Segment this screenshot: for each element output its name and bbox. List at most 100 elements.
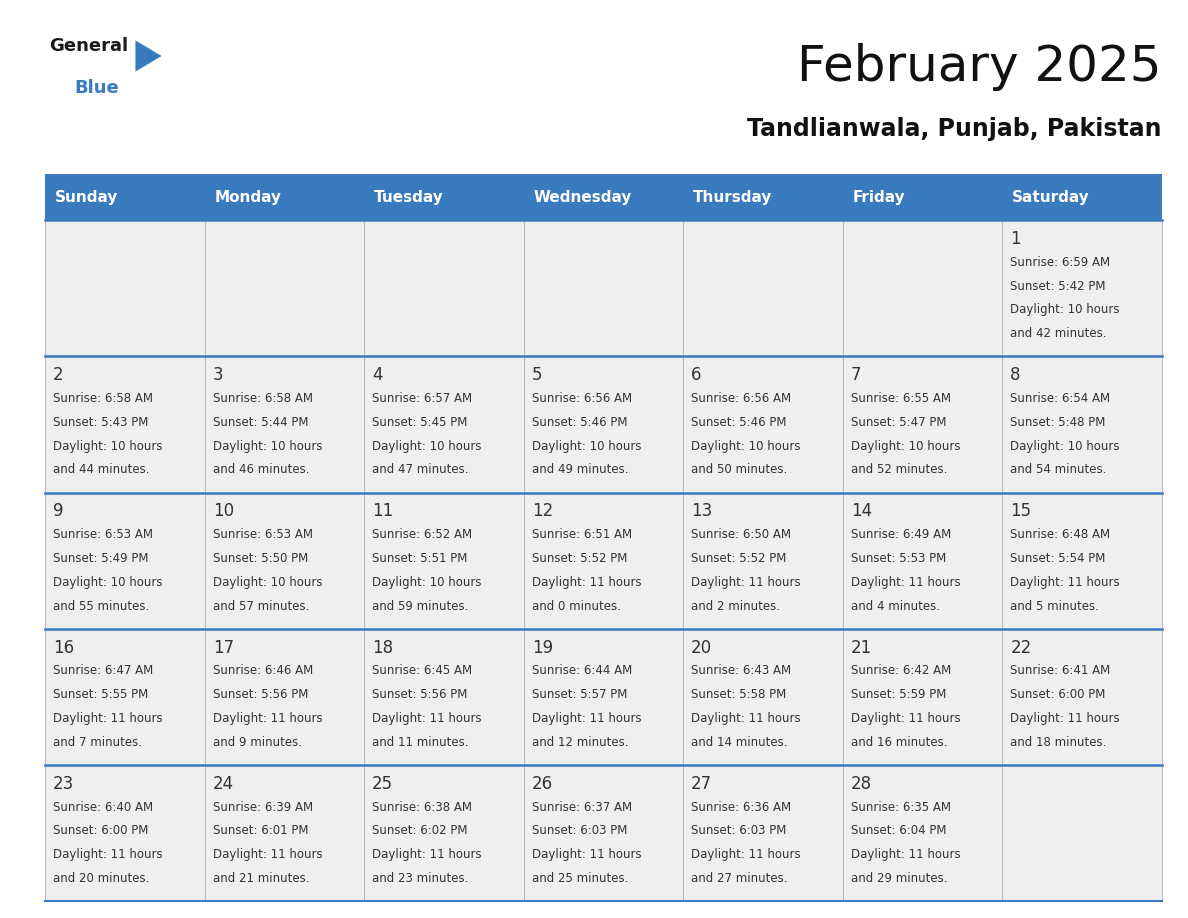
Bar: [683, 493, 842, 629]
Text: Sunset: 5:44 PM: Sunset: 5:44 PM: [213, 416, 308, 429]
Text: Sunrise: 6:55 AM: Sunrise: 6:55 AM: [851, 392, 950, 405]
Text: General: General: [49, 37, 128, 55]
Text: 23: 23: [53, 775, 75, 793]
Text: and 59 minutes.: and 59 minutes.: [372, 599, 468, 612]
Bar: [524, 174, 683, 220]
Bar: [365, 629, 524, 766]
Bar: [365, 174, 524, 220]
Text: 25: 25: [372, 775, 393, 793]
Bar: [524, 629, 683, 766]
Text: Tandlianwala, Punjab, Pakistan: Tandlianwala, Punjab, Pakistan: [747, 117, 1162, 140]
Text: Sunset: 6:00 PM: Sunset: 6:00 PM: [53, 824, 148, 837]
Text: 15: 15: [1010, 502, 1031, 521]
Text: 17: 17: [213, 639, 234, 656]
Bar: [365, 220, 524, 356]
Text: Sunrise: 6:58 AM: Sunrise: 6:58 AM: [213, 392, 312, 405]
Text: 3: 3: [213, 366, 223, 384]
Text: Daylight: 11 hours: Daylight: 11 hours: [1010, 576, 1120, 588]
Text: Daylight: 11 hours: Daylight: 11 hours: [691, 712, 801, 725]
Text: Sunset: 5:58 PM: Sunset: 5:58 PM: [691, 688, 786, 701]
Text: and 14 minutes.: and 14 minutes.: [691, 736, 788, 749]
Text: Sunset: 5:43 PM: Sunset: 5:43 PM: [53, 416, 148, 429]
Text: Sunset: 6:03 PM: Sunset: 6:03 PM: [691, 824, 786, 837]
Bar: [204, 493, 365, 629]
Text: Daylight: 11 hours: Daylight: 11 hours: [372, 712, 482, 725]
Text: Daylight: 11 hours: Daylight: 11 hours: [53, 712, 163, 725]
Bar: [45, 356, 204, 493]
Text: and 27 minutes.: and 27 minutes.: [691, 872, 788, 885]
Text: Sunset: 5:45 PM: Sunset: 5:45 PM: [372, 416, 468, 429]
Text: Sunset: 6:00 PM: Sunset: 6:00 PM: [1010, 688, 1106, 701]
Text: 2: 2: [53, 366, 64, 384]
Text: Sunrise: 6:56 AM: Sunrise: 6:56 AM: [691, 392, 791, 405]
Text: Daylight: 11 hours: Daylight: 11 hours: [532, 576, 642, 588]
Text: and 20 minutes.: and 20 minutes.: [53, 872, 150, 885]
Text: Daylight: 11 hours: Daylight: 11 hours: [851, 712, 960, 725]
Text: and 44 minutes.: and 44 minutes.: [53, 464, 150, 476]
Text: and 50 minutes.: and 50 minutes.: [691, 464, 788, 476]
Bar: [45, 766, 204, 901]
Text: Sunset: 5:56 PM: Sunset: 5:56 PM: [213, 688, 308, 701]
Bar: [1003, 174, 1162, 220]
Text: Sunrise: 6:51 AM: Sunrise: 6:51 AM: [532, 528, 632, 542]
Text: Sunrise: 6:39 AM: Sunrise: 6:39 AM: [213, 800, 312, 813]
Text: Sunrise: 6:57 AM: Sunrise: 6:57 AM: [372, 392, 473, 405]
Text: and 4 minutes.: and 4 minutes.: [851, 599, 940, 612]
Text: Sunrise: 6:53 AM: Sunrise: 6:53 AM: [213, 528, 312, 542]
Bar: [683, 629, 842, 766]
Text: 10: 10: [213, 502, 234, 521]
Text: and 52 minutes.: and 52 minutes.: [851, 464, 947, 476]
Text: Sunrise: 6:59 AM: Sunrise: 6:59 AM: [1010, 256, 1111, 269]
Text: Daylight: 10 hours: Daylight: 10 hours: [532, 440, 642, 453]
Text: Daylight: 10 hours: Daylight: 10 hours: [691, 440, 801, 453]
Text: Sunrise: 6:44 AM: Sunrise: 6:44 AM: [532, 665, 632, 677]
Text: Sunrise: 6:37 AM: Sunrise: 6:37 AM: [532, 800, 632, 813]
Text: 21: 21: [851, 639, 872, 656]
Text: and 12 minutes.: and 12 minutes.: [532, 736, 628, 749]
Text: Daylight: 10 hours: Daylight: 10 hours: [53, 440, 163, 453]
Text: Sunrise: 6:54 AM: Sunrise: 6:54 AM: [1010, 392, 1111, 405]
Bar: [683, 174, 842, 220]
Text: 19: 19: [532, 639, 552, 656]
Text: Sunrise: 6:42 AM: Sunrise: 6:42 AM: [851, 665, 952, 677]
Text: Sunrise: 6:49 AM: Sunrise: 6:49 AM: [851, 528, 952, 542]
Text: Daylight: 10 hours: Daylight: 10 hours: [372, 440, 481, 453]
Bar: [1003, 493, 1162, 629]
Text: Daylight: 10 hours: Daylight: 10 hours: [213, 440, 322, 453]
Bar: [842, 220, 1003, 356]
Text: Daylight: 10 hours: Daylight: 10 hours: [1010, 440, 1120, 453]
Text: Sunrise: 6:50 AM: Sunrise: 6:50 AM: [691, 528, 791, 542]
Text: Sunset: 5:53 PM: Sunset: 5:53 PM: [851, 552, 946, 565]
Text: Sunrise: 6:35 AM: Sunrise: 6:35 AM: [851, 800, 950, 813]
Text: 16: 16: [53, 639, 74, 656]
Text: Daylight: 10 hours: Daylight: 10 hours: [372, 576, 481, 588]
Bar: [1003, 356, 1162, 493]
Text: 27: 27: [691, 775, 713, 793]
Text: Daylight: 11 hours: Daylight: 11 hours: [1010, 712, 1120, 725]
Text: Sunset: 5:52 PM: Sunset: 5:52 PM: [691, 552, 786, 565]
Bar: [524, 356, 683, 493]
Text: Sunrise: 6:52 AM: Sunrise: 6:52 AM: [372, 528, 473, 542]
Text: Sunset: 5:59 PM: Sunset: 5:59 PM: [851, 688, 946, 701]
Bar: [204, 220, 365, 356]
Text: Sunrise: 6:53 AM: Sunrise: 6:53 AM: [53, 528, 153, 542]
Text: Sunset: 5:47 PM: Sunset: 5:47 PM: [851, 416, 947, 429]
Text: 12: 12: [532, 502, 552, 521]
Bar: [842, 629, 1003, 766]
Text: and 42 minutes.: and 42 minutes.: [1010, 327, 1107, 341]
Bar: [365, 766, 524, 901]
Text: and 18 minutes.: and 18 minutes.: [1010, 736, 1107, 749]
Text: Daylight: 10 hours: Daylight: 10 hours: [1010, 303, 1120, 317]
Bar: [1003, 766, 1162, 901]
Text: 5: 5: [532, 366, 542, 384]
Text: Thursday: Thursday: [693, 190, 772, 205]
Text: and 7 minutes.: and 7 minutes.: [53, 736, 143, 749]
Text: Sunset: 5:46 PM: Sunset: 5:46 PM: [691, 416, 786, 429]
Text: and 55 minutes.: and 55 minutes.: [53, 599, 150, 612]
Text: Monday: Monday: [214, 190, 282, 205]
Text: and 54 minutes.: and 54 minutes.: [1010, 464, 1107, 476]
Text: and 0 minutes.: and 0 minutes.: [532, 599, 620, 612]
Bar: [45, 493, 204, 629]
Bar: [683, 220, 842, 356]
Bar: [204, 766, 365, 901]
